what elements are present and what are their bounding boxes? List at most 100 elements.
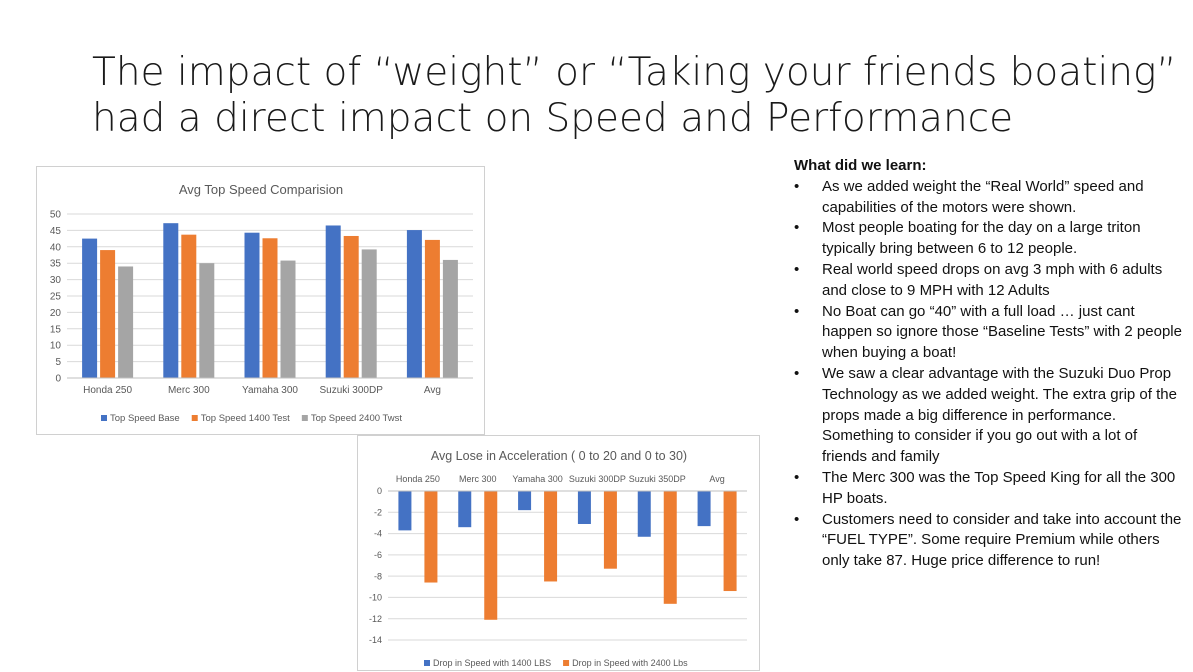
bullet-icon: • bbox=[794, 177, 800, 195]
legend-label: Drop in Speed with 2400 Lbs bbox=[572, 658, 688, 668]
notes-item: • Real world speed drops on avg 3 mph wit… bbox=[794, 260, 1186, 302]
notes-item: • The Merc 300 was the Top Speed King for… bbox=[794, 468, 1186, 510]
notes-item: • No Boat can go “40” with a full load … … bbox=[794, 302, 1186, 364]
y-tick-label: 45 bbox=[50, 226, 62, 237]
legend-label: Drop in Speed with 1400 LBS bbox=[433, 658, 551, 668]
x-category-label: Suzuki 350DP bbox=[629, 474, 686, 484]
legend-swatch bbox=[101, 415, 107, 421]
y-tick-label: 30 bbox=[50, 275, 62, 286]
x-category-label: Avg bbox=[424, 385, 441, 396]
bar bbox=[199, 263, 215, 378]
bar bbox=[637, 491, 651, 537]
legend-label: Top Speed 2400 Twst bbox=[311, 413, 403, 424]
x-category-label: Merc 300 bbox=[459, 474, 497, 484]
notes-item: • Customers need to consider and take int… bbox=[794, 510, 1186, 572]
x-category-label: Yamaha 300 bbox=[242, 385, 298, 396]
bullet-icon: • bbox=[794, 364, 800, 382]
x-category-label: Yamaha 300 bbox=[512, 474, 562, 484]
bullet-icon: • bbox=[794, 468, 800, 486]
y-tick-label: 15 bbox=[50, 324, 62, 335]
legend-swatch bbox=[563, 660, 570, 666]
legend-label: Top Speed 1400 Test bbox=[201, 413, 290, 424]
notes-heading: What did we learn: bbox=[794, 157, 927, 174]
bullet-icon: • bbox=[794, 302, 800, 320]
bar bbox=[663, 491, 677, 604]
notes-item-text: Most people boating for the day on a lar… bbox=[822, 219, 1141, 258]
y-tick-label: -2 bbox=[374, 507, 382, 517]
bullet-icon: • bbox=[794, 510, 800, 528]
x-category-label: Honda 250 bbox=[83, 385, 132, 396]
acceleration-loss-chart-svg: Avg Lose in Acceleration ( 0 to 20 and 0… bbox=[369, 449, 747, 668]
bar bbox=[518, 491, 532, 511]
bar bbox=[458, 491, 472, 528]
notes-panel: What did we learn: • As we added weight t… bbox=[794, 156, 1186, 572]
notes-item-text: We saw a clear advantage with the Suzuki… bbox=[822, 364, 1177, 466]
y-tick-label: 0 bbox=[377, 486, 382, 496]
bar bbox=[544, 491, 558, 582]
notes-item-text: Real world speed drops on avg 3 mph with… bbox=[822, 260, 1163, 299]
y-tick-label: -4 bbox=[374, 529, 382, 539]
y-tick-label: 35 bbox=[50, 259, 62, 270]
notes-item-text: As we added weight the “Real World” spee… bbox=[822, 177, 1144, 216]
chart-title: Avg Lose in Acceleration ( 0 to 20 and 0… bbox=[431, 449, 687, 463]
notes-item: • Most people boating for the day on a la… bbox=[794, 218, 1186, 260]
bar bbox=[118, 266, 134, 378]
slide-title-line-2: had a direct impact on Speed and Perform… bbox=[92, 96, 1014, 141]
y-tick-label: -10 bbox=[369, 593, 382, 603]
bar bbox=[723, 491, 737, 592]
bar bbox=[82, 238, 98, 378]
bar bbox=[361, 249, 377, 378]
bar bbox=[442, 259, 458, 378]
bar bbox=[424, 491, 438, 583]
bullet-icon: • bbox=[794, 260, 800, 278]
bar bbox=[398, 491, 412, 531]
y-tick-label: 50 bbox=[50, 210, 62, 221]
slide-title: The impact of “weight” or “Taking your f… bbox=[92, 50, 1177, 142]
bar bbox=[697, 491, 711, 527]
legend-swatch bbox=[424, 660, 430, 666]
x-category-label: Suzuki 300DP bbox=[569, 474, 626, 484]
bar bbox=[163, 223, 179, 378]
bar bbox=[100, 250, 116, 378]
bar bbox=[244, 232, 260, 378]
bar bbox=[484, 491, 498, 620]
bar bbox=[262, 238, 278, 378]
x-category-label: Avg bbox=[709, 474, 724, 484]
notes-item-text: No Boat can go “40” with a full load … j… bbox=[822, 302, 1182, 362]
top-speed-chart-svg: Avg Top Speed Comparision 0 5 10 15 20 25 30 35 4… bbox=[50, 182, 473, 424]
y-tick-label: -6 bbox=[374, 550, 382, 560]
top-speed-chart: Avg Top Speed Comparision 0 5 10 15 20 25 30 35 4… bbox=[36, 166, 485, 435]
y-tick-label: 20 bbox=[50, 308, 62, 319]
notes-item-text: Customers need to consider and take into… bbox=[822, 510, 1182, 570]
acceleration-loss-chart: Avg Lose in Acceleration ( 0 to 20 and 0… bbox=[357, 435, 760, 671]
chart-title: Avg Top Speed Comparision bbox=[179, 182, 343, 197]
bar bbox=[343, 235, 359, 378]
y-tick-label: 25 bbox=[50, 292, 62, 303]
notes-item: • As we added weight the “Real World” spe… bbox=[794, 177, 1186, 219]
y-tick-label: -12 bbox=[369, 614, 382, 624]
bar bbox=[280, 260, 296, 378]
notes-item: • We saw a clear advantage with the Suzuk… bbox=[794, 364, 1186, 468]
bar bbox=[181, 234, 197, 378]
notes-list: • As we added weight the “Real World” spe… bbox=[794, 177, 1186, 572]
notes-item-text: The Merc 300 was the Top Speed King for … bbox=[822, 468, 1176, 507]
x-category-label: Merc 300 bbox=[168, 385, 210, 396]
bar bbox=[325, 225, 341, 378]
bullet-icon: • bbox=[794, 219, 800, 237]
bar bbox=[577, 491, 591, 524]
slide-title-line-1: The impact of “weight” or “Taking your f… bbox=[92, 50, 1177, 95]
x-category-label: Suzuki 300DP bbox=[320, 385, 384, 396]
y-tick-label: 0 bbox=[55, 374, 61, 385]
y-tick-label: -14 bbox=[369, 635, 382, 645]
y-tick-label: 40 bbox=[50, 242, 62, 253]
legend-swatch bbox=[301, 415, 308, 421]
y-tick-label: 5 bbox=[55, 357, 61, 368]
y-tick-label: -8 bbox=[374, 571, 382, 581]
legend-swatch bbox=[191, 415, 198, 421]
legend-label: Top Speed Base bbox=[110, 413, 180, 424]
y-tick-label: 10 bbox=[50, 341, 62, 352]
bar bbox=[424, 239, 440, 378]
x-category-label: Honda 250 bbox=[396, 474, 440, 484]
bar bbox=[406, 230, 422, 378]
bar bbox=[603, 491, 617, 569]
